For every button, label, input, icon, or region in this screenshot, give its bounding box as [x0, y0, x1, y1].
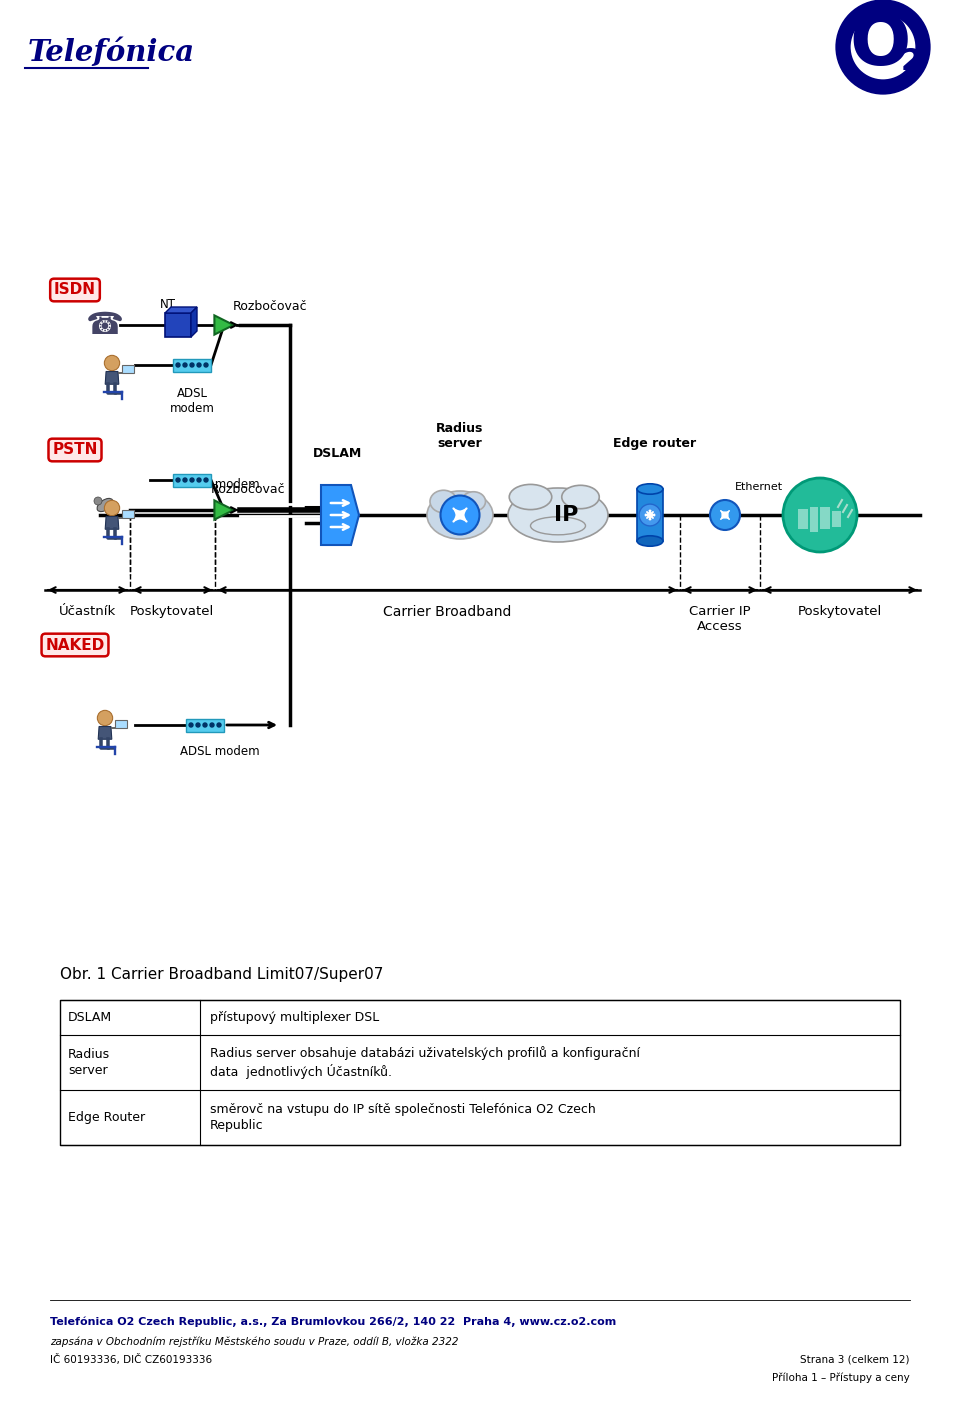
Circle shape — [97, 711, 112, 726]
Circle shape — [105, 501, 120, 516]
Text: Účastník: Účastník — [59, 606, 115, 618]
Text: směrovč na vstupu do IP sítě společnosti Telefónica O2 Czech
Republic: směrovč na vstupu do IP sítě společnosti… — [210, 1102, 596, 1133]
Bar — [122, 510, 134, 519]
Text: Ethernet: Ethernet — [735, 482, 783, 492]
Circle shape — [190, 363, 194, 367]
Text: Radius
server: Radius server — [68, 1047, 110, 1078]
Text: IP: IP — [554, 505, 578, 524]
Circle shape — [94, 496, 102, 505]
Circle shape — [441, 495, 479, 534]
Circle shape — [197, 478, 201, 482]
Text: zapsána v Obchodním rejstříku Městského soudu v Praze, oddíl B, vložka 2322: zapsána v Obchodním rejstříku Městského … — [50, 1336, 459, 1347]
Text: DSLAM: DSLAM — [313, 447, 363, 460]
Text: ADSL
modem: ADSL modem — [170, 387, 214, 415]
Text: Telefónica O2 Czech Republic, a.s., Za Brumlovkou 266/2, 140 22  Praha 4, www.cz: Telefónica O2 Czech Republic, a.s., Za B… — [50, 1316, 616, 1328]
Circle shape — [710, 501, 740, 530]
Text: ISDN: ISDN — [54, 282, 96, 297]
Circle shape — [189, 723, 193, 728]
Text: ADSL modem: ADSL modem — [180, 478, 260, 491]
Text: Příloha 1 – Přístupy a ceny: Příloha 1 – Přístupy a ceny — [772, 1373, 910, 1384]
Bar — [122, 365, 134, 373]
Text: NT: NT — [160, 299, 176, 311]
Polygon shape — [106, 372, 119, 384]
Bar — [810, 508, 818, 533]
Circle shape — [196, 723, 200, 728]
Polygon shape — [214, 501, 233, 520]
Text: O: O — [850, 10, 911, 80]
Text: Rozbočovač: Rozbočovač — [210, 484, 285, 496]
Text: přístupový multiplexer DSL: přístupový multiplexer DSL — [210, 1011, 379, 1023]
Circle shape — [204, 478, 208, 482]
Text: Edge Router: Edge Router — [68, 1110, 145, 1124]
Polygon shape — [98, 726, 111, 739]
Text: IČ 60193336, DIČ CZ60193336: IČ 60193336, DIČ CZ60193336 — [50, 1354, 212, 1366]
Polygon shape — [191, 307, 197, 336]
Circle shape — [190, 478, 194, 482]
Circle shape — [639, 505, 660, 526]
Polygon shape — [165, 307, 197, 313]
Polygon shape — [214, 315, 233, 335]
Circle shape — [176, 478, 180, 482]
Ellipse shape — [531, 517, 586, 534]
Text: ☎: ☎ — [86, 310, 124, 339]
Text: 2: 2 — [900, 46, 922, 76]
Bar — [60, 1000, 900, 1145]
Bar — [832, 512, 841, 527]
Circle shape — [217, 723, 221, 728]
Ellipse shape — [508, 488, 608, 543]
Ellipse shape — [97, 498, 113, 512]
Text: Poskytovatel: Poskytovatel — [130, 606, 214, 618]
Text: Edge router: Edge router — [613, 437, 697, 450]
Ellipse shape — [462, 492, 486, 512]
Text: Obr. 1 Carrier Broadband Limit07/Super07: Obr. 1 Carrier Broadband Limit07/Super07 — [60, 967, 383, 983]
Ellipse shape — [509, 485, 552, 509]
Bar — [165, 313, 191, 336]
Ellipse shape — [562, 485, 599, 509]
Polygon shape — [106, 516, 119, 529]
Circle shape — [210, 723, 214, 728]
Circle shape — [105, 355, 120, 370]
Bar — [798, 509, 808, 529]
Circle shape — [203, 723, 207, 728]
Circle shape — [183, 363, 187, 367]
Text: ADSL modem: ADSL modem — [180, 744, 260, 758]
Ellipse shape — [427, 491, 493, 538]
Circle shape — [783, 478, 857, 552]
Circle shape — [108, 505, 116, 513]
Bar — [820, 508, 830, 529]
Ellipse shape — [430, 491, 457, 513]
Circle shape — [197, 363, 201, 367]
Ellipse shape — [637, 484, 663, 494]
Bar — [186, 718, 224, 732]
Circle shape — [183, 478, 187, 482]
Bar — [173, 474, 211, 486]
Text: Telefónica: Telefónica — [28, 38, 195, 67]
Text: Radius server obsahuje databázi uživatelských profilů a konfigurační
data  jedno: Radius server obsahuje databázi uživatel… — [210, 1046, 640, 1080]
Bar — [115, 719, 127, 728]
Polygon shape — [321, 485, 359, 545]
Text: Rozbočovač: Rozbočovač — [232, 300, 307, 313]
Text: NAKED: NAKED — [45, 638, 105, 652]
Bar — [637, 489, 663, 541]
Bar — [173, 359, 211, 372]
Ellipse shape — [637, 536, 663, 547]
Circle shape — [176, 363, 180, 367]
Text: PSTN: PSTN — [52, 443, 98, 457]
Text: DSLAM: DSLAM — [68, 1011, 112, 1023]
Text: Radius
server: Radius server — [436, 422, 484, 450]
Circle shape — [204, 363, 208, 367]
Text: Poskytovatel: Poskytovatel — [798, 606, 882, 618]
Text: Carrier IP
Access: Carrier IP Access — [689, 606, 751, 632]
Text: Strana 3 (celkem 12): Strana 3 (celkem 12) — [801, 1354, 910, 1366]
Text: Carrier Broadband: Carrier Broadband — [383, 606, 511, 620]
